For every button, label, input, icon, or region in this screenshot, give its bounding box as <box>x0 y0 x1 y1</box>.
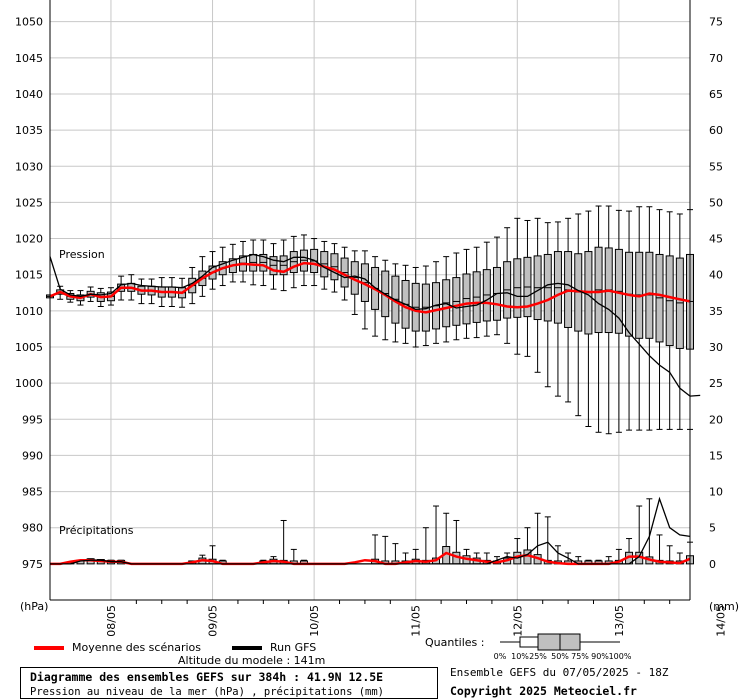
date-label: 12/05 <box>511 605 524 637</box>
left-tick-label: 990 <box>22 449 43 462</box>
chart-labels: 1050104510401035103010251020101510101005… <box>15 16 739 637</box>
left-tick-label: 975 <box>22 558 43 571</box>
left-tick-label: 980 <box>22 522 43 535</box>
legend-gfs-swatch <box>232 646 262 650</box>
left-tick-label: 995 <box>22 413 43 426</box>
legend-mean: Moyenne des scénarios <box>34 641 201 654</box>
date-label: 11/05 <box>410 605 423 637</box>
right-tick-label: 30 <box>709 341 723 354</box>
pressure-mean-line <box>49 261 691 314</box>
legend-mean-label: Moyenne des scénarios <box>72 641 201 654</box>
right-tick-label: 55 <box>709 160 723 173</box>
precip-gfs-line <box>50 496 691 565</box>
quantile-tick-label: 50% <box>551 652 569 661</box>
right-tick-label: 60 <box>709 124 723 137</box>
chart-axes <box>49 0 691 604</box>
legend-gfs-label: Run GFS <box>270 641 317 654</box>
right-tick-label: 10 <box>709 486 723 499</box>
quantile-tick-label: 25% <box>529 652 547 661</box>
right-unit-label: (mm) <box>709 600 739 613</box>
right-tick-label: 65 <box>709 88 723 101</box>
left-tick-label: 1015 <box>15 269 43 282</box>
left-tick-label: 1045 <box>15 52 43 65</box>
precip-series-label: Précipitations <box>59 524 134 537</box>
right-tick-label: 35 <box>709 305 723 318</box>
precip-mean-line <box>50 551 691 566</box>
left-tick-label: 1050 <box>15 16 43 29</box>
quantile-inner-box <box>537 633 581 651</box>
chart-subtitle: Pression au niveau de la mer (hPa) , pré… <box>30 686 385 698</box>
right-tick-label: 75 <box>709 16 723 29</box>
left-tick-label: 985 <box>22 486 43 499</box>
left-tick-label: 1025 <box>15 196 43 209</box>
left-tick-label: 1020 <box>15 233 43 246</box>
series-lines <box>49 253 701 566</box>
chart-grid <box>50 0 690 600</box>
quantile-legend: 0% 10% 25% 50% 75% 90% 100% <box>494 633 632 661</box>
left-tick-label: 1040 <box>15 88 43 101</box>
left-tick-label: 1000 <box>15 377 43 390</box>
right-tick-label: 50 <box>709 196 723 209</box>
left-tick-label: 1005 <box>15 341 43 354</box>
pressure-gfs-line <box>49 253 701 397</box>
quantile-tick-label: 90% <box>591 652 609 661</box>
precip-boxplots <box>66 498 694 565</box>
quantile-tick-label: 75% <box>571 652 589 661</box>
right-tick-label: 0 <box>709 558 716 571</box>
pressure-series-label: Pression <box>59 248 105 261</box>
quantile-tick-label: 0% <box>494 652 507 661</box>
quantiles-label: Quantiles : <box>425 636 485 649</box>
right-tick-label: 70 <box>709 52 723 65</box>
model-altitude: Altitude du modele : 141m <box>178 654 326 667</box>
date-label: 13/05 <box>613 605 626 637</box>
left-tick-label: 1030 <box>15 160 43 173</box>
right-tick-label: 40 <box>709 269 723 282</box>
legend-gfs: Run GFS <box>232 641 316 654</box>
date-label: 08/05 <box>105 605 118 637</box>
right-tick-label: 5 <box>709 522 716 535</box>
date-label: 14/05 <box>714 605 727 637</box>
copyright: Copyright 2025 Meteociel.fr <box>450 684 637 698</box>
right-tick-label: 15 <box>709 449 723 462</box>
date-label: 09/05 <box>207 605 220 637</box>
left-tick-label: 1035 <box>15 124 43 137</box>
right-tick-label: 45 <box>709 233 723 246</box>
ensemble-info: Ensemble GEFS du 07/05/2025 - 18Z <box>450 666 669 679</box>
pressure-boxplots <box>46 205 694 435</box>
legend-mean-swatch <box>34 646 64 650</box>
chart-title: Diagramme des ensembles GEFS sur 384h : … <box>30 670 384 684</box>
quantile-tick-label: 10% <box>511 652 529 661</box>
quantile-tick-label: 100% <box>609 652 632 661</box>
right-tick-label: 25 <box>709 377 723 390</box>
date-label: 10/05 <box>308 605 321 637</box>
right-tick-label: 20 <box>709 413 723 426</box>
left-tick-label: 1010 <box>15 305 43 318</box>
title-box: Diagramme des ensembles GEFS sur 384h : … <box>20 667 438 699</box>
left-unit-label: (hPa) <box>20 600 48 613</box>
